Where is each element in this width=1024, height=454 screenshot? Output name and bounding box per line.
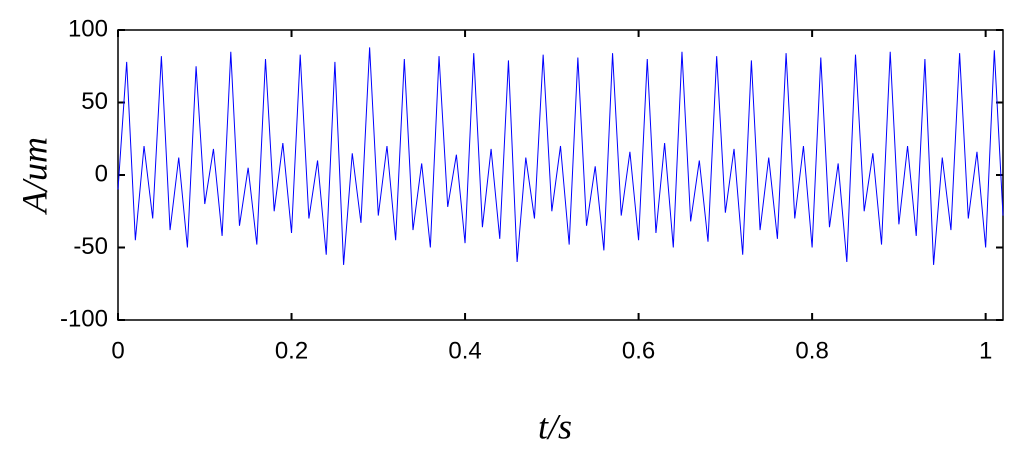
signal-line: [117, 47, 1004, 265]
plot-frame: [117, 29, 1004, 321]
x-tick-label: 0.2: [275, 337, 308, 364]
y-tick-label: 50: [81, 88, 108, 115]
x-tick-label: 0.4: [448, 337, 481, 364]
y-axis-label: A/um: [14, 137, 54, 215]
x-axis-label: t/s: [538, 406, 572, 446]
y-tick-label: -50: [73, 233, 108, 260]
y-tick-label: 0: [95, 160, 108, 187]
x-tick-label: 0.6: [622, 337, 655, 364]
x-tick-label: 1: [979, 337, 992, 364]
y-tick-label: 100: [68, 15, 108, 42]
x-tick-label: 0: [111, 337, 124, 364]
y-tick-label: -100: [60, 305, 108, 332]
x-tick-label: 0.8: [795, 337, 828, 364]
